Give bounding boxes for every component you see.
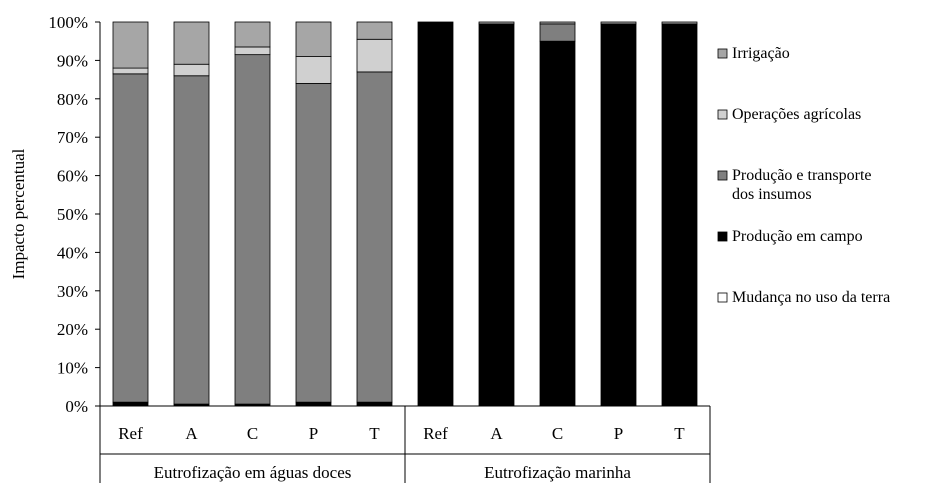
x-category-label: A	[490, 424, 503, 443]
bar-segment	[173, 21, 210, 65]
bar-segment	[112, 67, 149, 75]
x-category-label: P	[614, 424, 623, 443]
bar-segment	[356, 71, 393, 403]
legend-label-line: dos insumos	[732, 186, 812, 203]
legend-swatch	[717, 48, 728, 59]
bar-segment	[234, 46, 271, 56]
legend-label: Operações agrícolas	[732, 106, 861, 123]
bar-segment	[478, 21, 515, 25]
y-tick-label: 10%	[57, 359, 88, 378]
y-tick-label: 80%	[57, 90, 88, 109]
axes: 0% 10% 20% 30% 40% 50% 60% 70% 80% 90% 100% Ref A C P T…	[48, 13, 711, 483]
bar-segment	[539, 40, 576, 407]
bar-segment	[661, 21, 698, 25]
bar-segment	[112, 21, 149, 69]
x-category-label: A	[185, 424, 198, 443]
bar-segment	[234, 21, 271, 48]
legend-label-line: Mudança no uso da terra	[732, 289, 890, 306]
y-tick-label: 40%	[57, 243, 88, 262]
y-tick-label: 0%	[65, 397, 88, 416]
legend-label: Mudança no uso da terra	[732, 289, 890, 306]
group-label: Eutrofização marinha	[484, 463, 631, 482]
bar-segment	[417, 21, 454, 407]
bar-segment	[234, 54, 271, 405]
bar-segment	[295, 21, 332, 57]
group-label: Eutrofização em águas doces	[154, 463, 352, 482]
y-tick-label: 50%	[57, 205, 88, 224]
x-category-label: T	[369, 424, 380, 443]
y-tick-label: 30%	[57, 282, 88, 301]
x-category-label: C	[247, 424, 258, 443]
x-category-label: Ref	[423, 424, 448, 443]
bar-segment	[295, 56, 332, 84]
y-axis-title-group: Impacto percentual	[9, 148, 28, 279]
y-axis-title: Impacto percentual	[9, 148, 28, 279]
legend-swatch	[717, 231, 728, 242]
bar-segment	[478, 23, 515, 407]
bar-segment	[173, 63, 210, 77]
bar-segment	[356, 21, 393, 40]
x-category-label: P	[309, 424, 318, 443]
x-category-label: C	[552, 424, 563, 443]
legend-swatch	[717, 292, 728, 303]
legend-label: Irrigação	[732, 45, 790, 62]
legend-swatch	[717, 170, 728, 181]
bar-segment	[295, 401, 332, 407]
bar-segment	[539, 21, 576, 25]
x-category-label: Ref	[118, 424, 143, 443]
bar-segment	[112, 401, 149, 407]
legend-label-line: Irrigação	[732, 45, 790, 62]
bar-segment	[356, 38, 393, 73]
legend: Irrigação Operações agrícolas Produção e t…	[717, 45, 890, 306]
legend-label-line: Operações agrícolas	[732, 106, 861, 123]
bar-segment	[600, 23, 637, 407]
legend-swatch	[717, 109, 728, 120]
legend-label-line: Produção e transporte	[732, 167, 872, 184]
y-tick-label: 90%	[57, 51, 88, 70]
y-tick-label: 70%	[57, 128, 88, 147]
y-tick-label: 60%	[57, 167, 88, 186]
bars	[112, 21, 698, 407]
legend-label-line: Produção em campo	[732, 228, 863, 245]
bar-segment	[661, 23, 698, 407]
y-tick-label: 20%	[57, 320, 88, 339]
bar-segment	[356, 401, 393, 407]
bar-segment	[295, 83, 332, 403]
bar-segment	[173, 75, 210, 405]
x-category-label: T	[674, 424, 685, 443]
bar-segment	[112, 73, 149, 403]
legend-label: Produção e transporte dos insumos	[732, 167, 872, 203]
legend-label: Produção em campo	[732, 228, 863, 245]
y-tick-label: 100%	[48, 13, 88, 32]
bar-segment	[600, 21, 637, 25]
bar-segment	[539, 23, 576, 42]
